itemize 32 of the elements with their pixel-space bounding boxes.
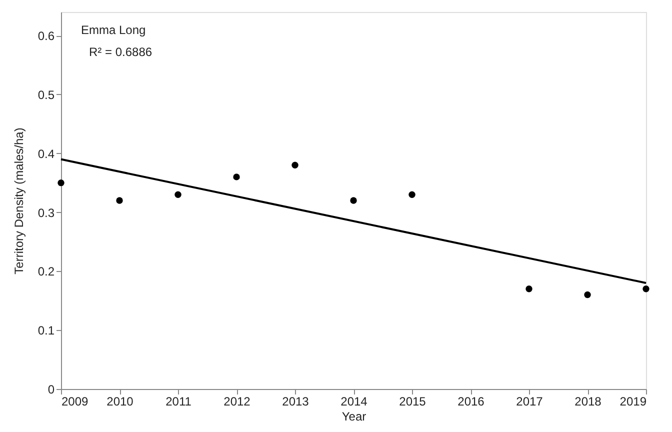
y-tick-label: 0.5	[38, 88, 55, 102]
x-tick-label: 2016	[458, 394, 485, 408]
point	[584, 291, 591, 298]
y-tick-label: 0.2	[38, 264, 55, 279]
x-tick-label: 2014	[340, 394, 368, 408]
y-tick-label: 0.3	[38, 206, 55, 220]
point	[174, 191, 182, 198]
x-tick-label: 2012	[224, 394, 251, 408]
point	[116, 197, 123, 204]
point	[233, 174, 240, 180]
point	[526, 286, 532, 292]
x-tick-label: 2011	[166, 394, 192, 408]
point	[408, 191, 416, 198]
point	[350, 197, 357, 204]
x-tick-label: 2010	[106, 394, 134, 408]
x-tick-label: 2009	[62, 394, 89, 408]
y-axis-title: Territory Density (males/ha)	[12, 128, 26, 274]
y-tick-label: 0.6	[38, 29, 55, 44]
y-tick-label: 0.1	[38, 324, 55, 338]
point	[642, 286, 650, 292]
x-tick-label: 2013	[282, 394, 310, 408]
point	[292, 162, 298, 169]
y-tick-label: 0.4	[38, 146, 55, 161]
x-tick-label: 2019	[620, 394, 647, 408]
x-axis-title: Year	[342, 410, 366, 424]
x-tick-label: 2015	[399, 394, 426, 408]
point	[58, 179, 64, 186]
x-tick-label: 2018	[574, 394, 602, 408]
y-tick-label: 0	[48, 382, 55, 396]
annotation: Emma Long	[81, 23, 146, 37]
annotation: R² = 0.6886	[89, 45, 152, 59]
x-tick-label: 2017	[516, 394, 544, 408]
